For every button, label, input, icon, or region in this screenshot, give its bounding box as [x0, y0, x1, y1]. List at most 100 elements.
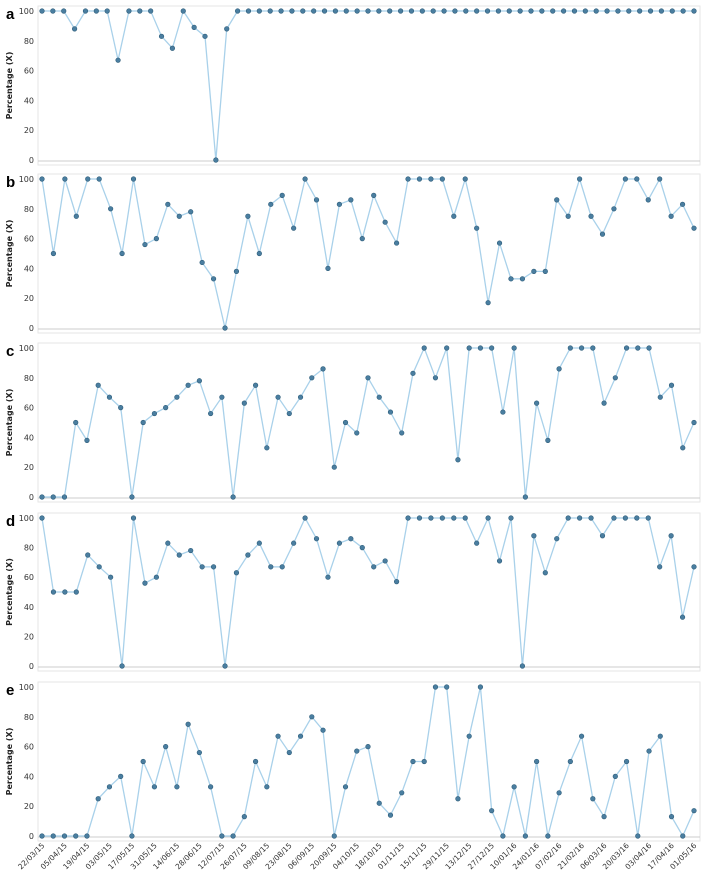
data-point — [691, 808, 697, 814]
data-point — [531, 533, 537, 539]
data-point — [622, 515, 628, 521]
data-point — [106, 394, 113, 400]
data-point — [556, 366, 562, 372]
data-point — [185, 382, 191, 388]
data-point — [71, 26, 78, 32]
data-point — [119, 250, 125, 257]
data-point — [511, 784, 517, 790]
data-point — [241, 814, 247, 820]
data-point — [210, 276, 217, 282]
data-point — [466, 345, 472, 351]
data-point — [365, 375, 371, 381]
data-point — [50, 833, 56, 839]
data-point — [331, 464, 337, 470]
data-point — [343, 8, 349, 14]
data-point — [252, 758, 259, 765]
data-point — [393, 579, 400, 585]
data-point — [180, 8, 186, 14]
data-point — [669, 8, 675, 14]
data-point — [174, 784, 180, 790]
data-point — [668, 814, 675, 820]
data-point — [142, 241, 148, 248]
data-point — [222, 663, 228, 669]
y-tick-label: 40 — [24, 433, 34, 442]
data-point — [300, 8, 306, 14]
data-point — [657, 733, 663, 739]
data-point — [371, 564, 377, 570]
data-point — [604, 8, 610, 14]
data-point — [691, 225, 697, 231]
data-point — [230, 494, 236, 500]
data-point — [342, 419, 349, 426]
data-point — [241, 400, 247, 406]
data-point — [73, 833, 79, 839]
data-point — [657, 394, 663, 400]
data-point — [297, 733, 304, 739]
data-point — [645, 515, 651, 521]
data-point — [268, 201, 274, 207]
data-point — [611, 206, 617, 212]
data-point — [61, 8, 67, 14]
chart-panel-d: d Percentage (X) 0 20 40 60 80 100 — [5, 512, 701, 672]
data-point — [365, 743, 371, 750]
data-point — [635, 345, 641, 351]
plot-frame — [37, 342, 701, 503]
data-point — [519, 276, 526, 282]
y-tick-label: 40 — [24, 264, 34, 273]
y-tick-label: 60 — [24, 235, 34, 244]
data-point — [550, 8, 556, 14]
data-point — [176, 213, 182, 219]
data-point — [256, 250, 262, 257]
data-point — [191, 24, 197, 30]
data-point — [118, 405, 124, 411]
data-point — [336, 540, 343, 546]
data-point — [219, 833, 225, 839]
data-point — [196, 378, 202, 384]
data-point — [222, 325, 228, 331]
data-point — [297, 394, 304, 400]
data-point — [332, 8, 339, 14]
data-point — [291, 540, 297, 546]
data-point — [622, 176, 628, 182]
data-point — [421, 345, 427, 351]
data-point — [142, 580, 148, 586]
data-point — [428, 176, 434, 182]
data-point — [382, 558, 388, 564]
y-tick-label: 80 — [24, 37, 34, 46]
data-point — [129, 833, 135, 839]
data-point — [174, 394, 180, 400]
data-point — [342, 784, 349, 790]
data-point — [219, 394, 225, 400]
y-tick-label: 0 — [29, 662, 34, 671]
data-point — [477, 345, 484, 351]
y-axis-label: Percentage (X) — [5, 558, 14, 626]
data-point — [153, 574, 159, 580]
data-point — [485, 300, 491, 306]
data-point — [185, 721, 191, 727]
data-point — [496, 558, 503, 564]
data-point — [39, 515, 45, 521]
data-point — [637, 8, 643, 14]
data-point — [96, 176, 102, 182]
data-point — [264, 784, 270, 790]
data-point — [62, 176, 68, 182]
data-point — [432, 375, 439, 381]
data-point — [416, 176, 423, 182]
data-point — [61, 494, 68, 500]
data-point — [489, 808, 495, 814]
data-point — [84, 833, 90, 839]
panel-label: c — [6, 343, 14, 360]
data-point — [495, 8, 502, 14]
data-point — [321, 8, 328, 14]
data-point — [508, 276, 514, 282]
data-point — [474, 8, 480, 14]
data-point — [188, 209, 194, 215]
data-point — [615, 8, 621, 14]
y-tick-label: 0 — [29, 324, 34, 333]
data-point — [679, 614, 686, 620]
data-point — [408, 8, 415, 14]
data-point — [96, 564, 102, 570]
data-point — [496, 240, 503, 246]
data-point — [313, 536, 320, 542]
y-tick-label: 100 — [19, 683, 34, 692]
